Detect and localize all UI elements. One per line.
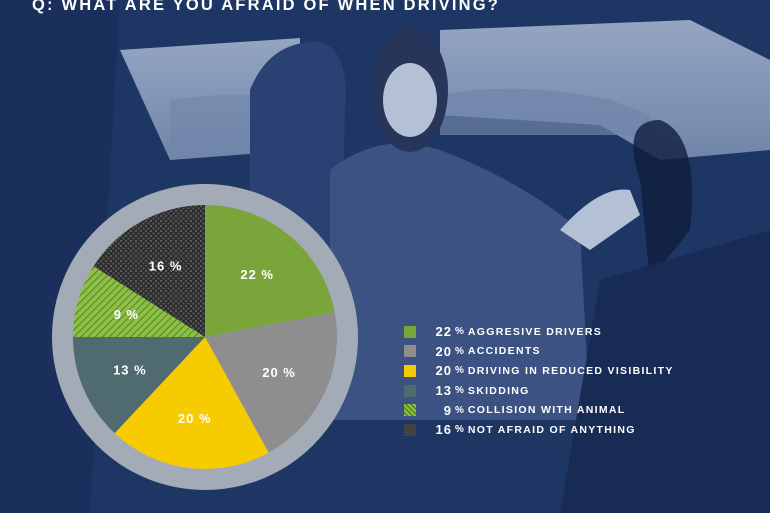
slice-value-label: 22 % <box>240 267 274 282</box>
legend-item: 16% NOT AFRAID OF ANYTHING <box>404 420 674 440</box>
legend-unit: % <box>455 345 464 357</box>
slice-value-label: 9 % <box>114 307 139 322</box>
legend-label: COLLISION WITH ANIMAL <box>467 404 626 417</box>
pie-slice <box>205 312 337 453</box>
legend-item: 20% DRIVING IN REDUCED VISIBILITY <box>404 361 674 381</box>
slice-value-label: 16 % <box>149 258 183 273</box>
legend-swatch <box>404 364 416 377</box>
legend-value: 20 <box>435 363 452 379</box>
legend-unit: % <box>455 404 464 416</box>
legend-value: 9 <box>443 402 452 418</box>
legend-swatch <box>404 404 416 417</box>
slice-value-label: 20 % <box>262 365 296 380</box>
legend-label: AGGRESIVE DRIVERS <box>467 325 603 338</box>
slice-value-label: 20 % <box>178 411 212 426</box>
question-title: Q: WHAT ARE YOU AFRAID OF WHEN DRIVING? <box>32 0 501 14</box>
legend-unit: % <box>455 365 464 377</box>
legend-label: NOT AFRAID OF ANYTHING <box>467 423 636 436</box>
pie-slice <box>114 337 269 469</box>
legend-swatch <box>404 384 416 397</box>
legend-unit: % <box>455 385 464 397</box>
legend-value: 20 <box>435 343 452 359</box>
legend-swatch <box>404 423 416 436</box>
legend-swatch <box>404 345 416 358</box>
legend-unit: % <box>455 424 464 436</box>
legend-value: 16 <box>435 422 452 438</box>
legend-item: 13% SKIDDING <box>404 381 674 401</box>
pie-slice <box>73 266 205 337</box>
legend-swatch <box>404 325 416 338</box>
pie-slice <box>93 205 205 337</box>
slice-value-label: 13 % <box>113 363 147 378</box>
legend-value: 22 <box>435 324 452 340</box>
legend-label: ACCIDENTS <box>467 345 541 358</box>
pie-slice <box>73 337 205 434</box>
legend-item: 9% COLLISION WITH ANIMAL <box>404 400 674 420</box>
legend: 22% AGGRESIVE DRIVERS 20% ACCIDENTS 20% DRIVI… <box>404 322 674 440</box>
legend-label: SKIDDING <box>467 384 530 397</box>
legend-unit: % <box>455 326 464 338</box>
legend-item: 20% ACCIDENTS <box>404 342 674 362</box>
legend-label: DRIVING IN REDUCED VISIBILITY <box>467 364 674 377</box>
legend-item: 22% AGGRESIVE DRIVERS <box>404 322 674 342</box>
legend-value: 13 <box>435 383 452 399</box>
pie-slice <box>205 205 335 337</box>
